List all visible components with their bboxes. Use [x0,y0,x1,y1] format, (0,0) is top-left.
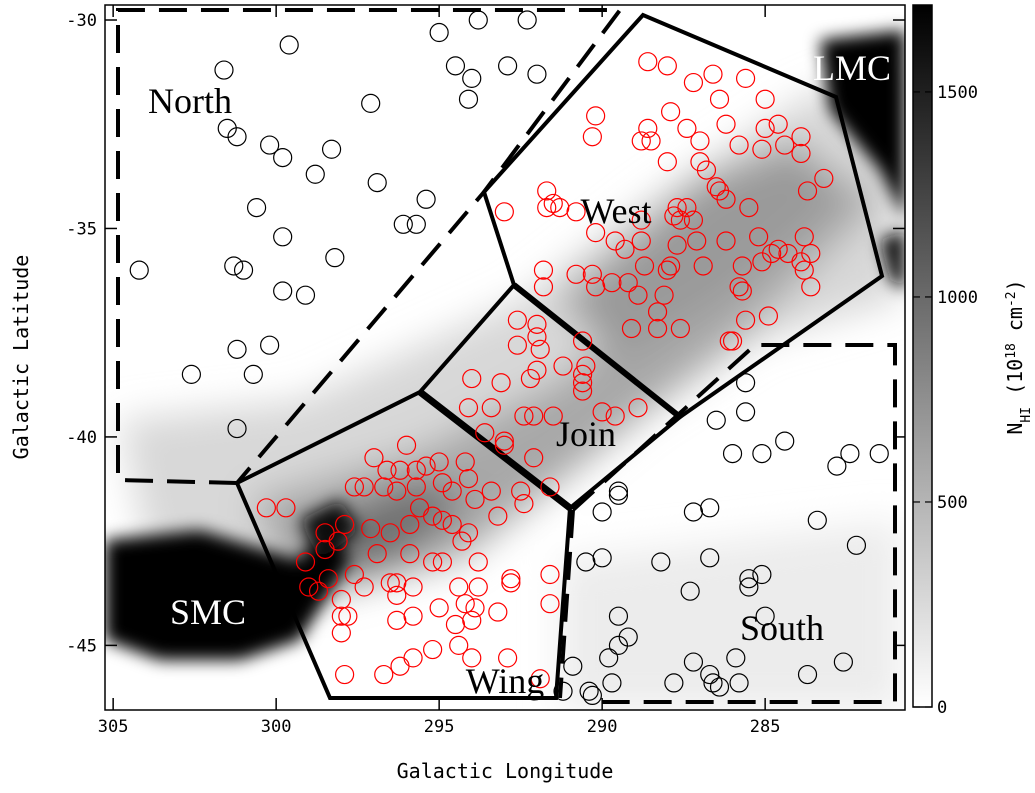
colorbar-label-part: N [1003,423,1027,435]
colorbar-label-part: ) [1003,279,1027,291]
y-tick-label: -40 [66,428,97,448]
x-tick-label: 300 [261,717,292,737]
x-tick-label: 295 [424,717,455,737]
y-tick-label: -35 [66,219,97,239]
x-tick-label: 305 [98,717,129,737]
region-label: LMC [813,48,891,88]
colorbar-label-part: (10 [1003,359,1027,407]
y-axis-label: Galactic Latitude [9,255,33,460]
colorbar [913,5,932,707]
region-label: Wing [466,661,545,701]
region-label: West [580,191,651,231]
colorbar-label: NHI (1018 cm-2) [1003,279,1034,434]
y-tick-label: -45 [66,636,97,656]
colorbar-tick-label: 500 [937,493,968,513]
figure: North West LMC SMC Join South Wing Galactic Lo… [0,0,1035,789]
colorbar-label-part: HI [1019,407,1034,423]
region-label: North [148,81,232,121]
colorbar-label-part: -2 [1004,291,1019,307]
colorbar-label-part: cm [1003,307,1027,343]
colorbar-label-part: 18 [1004,343,1019,359]
region-label: Join [556,414,616,454]
region-label: South [740,608,824,648]
region-label: SMC [170,592,246,632]
y-tick-label: -30 [66,11,97,31]
x-axis-label: Galactic Longitude [397,759,614,783]
page: {"chart_data":{"type":"scatter","xlabel"… [0,0,1035,793]
colorbar-tick-label: 0 [937,698,947,718]
x-tick-label: 285 [750,717,781,737]
colorbar-tick-label: 1000 [937,288,978,308]
x-tick-label: 290 [587,717,618,737]
colorbar-tick-label: 1500 [937,83,978,103]
